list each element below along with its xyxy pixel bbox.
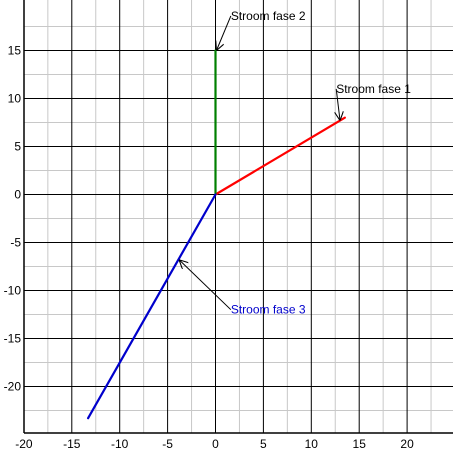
series-line <box>86 193 217 420</box>
x-tick-label: 0 <box>212 437 219 451</box>
x-tick-label: 10 <box>305 437 319 451</box>
plot-background <box>24 0 453 433</box>
x-tick-label: 15 <box>353 437 367 451</box>
annotation-arrow <box>179 260 232 311</box>
x-tick-label: 20 <box>400 437 414 451</box>
y-tick-label: 0 <box>14 188 21 202</box>
y-tick-label: -10 <box>4 284 22 298</box>
series-layer <box>86 49 346 420</box>
minor-grid <box>24 0 453 433</box>
annotation-label: Stroom fase 2 <box>231 9 306 23</box>
y-tick-label: 5 <box>14 140 21 154</box>
annotation-arrow <box>336 88 340 121</box>
annotation-label: Stroom fase 3 <box>231 303 306 317</box>
x-tick-label: -10 <box>111 437 129 451</box>
axes <box>23 0 453 434</box>
annotation-layer: Stroom fase 2 Stroom fase 1 Stroom fase 3 <box>179 9 411 317</box>
y-tick-label: -5 <box>10 236 21 250</box>
major-grid <box>24 0 453 433</box>
annotation-arrow <box>216 15 232 51</box>
x-tick-label: -20 <box>15 437 33 451</box>
x-tick-label: -15 <box>63 437 81 451</box>
y-tick-label: 10 <box>8 92 22 106</box>
y-tick-label: 15 <box>8 44 22 58</box>
x-tick-label: 5 <box>260 437 267 451</box>
y-tick-label: -20 <box>4 380 22 394</box>
annotation-label: Stroom fase 1 <box>336 82 411 96</box>
series-line <box>214 116 346 196</box>
x-tick-label: -5 <box>162 437 173 451</box>
y-tick-label: -15 <box>4 332 22 346</box>
tick-labels: -20 -15 -10 -5 0 5 10 15 20 15 10 5 0 -5 -10 -15 -20 <box>4 44 414 452</box>
